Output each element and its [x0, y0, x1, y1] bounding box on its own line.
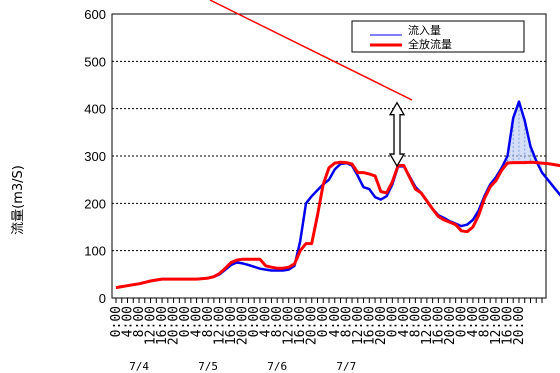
x-tick-label: 8:00: [339, 306, 354, 337]
x-tick-label: 20:00: [443, 306, 458, 345]
legend-label-inflow: 流入量: [408, 23, 441, 37]
annotations: [209, 0, 413, 168]
date-label-7/5: 7/5: [198, 360, 218, 373]
x-tick-label: 0:00: [178, 306, 193, 337]
x-tick-label: 8:00: [201, 306, 216, 337]
x-tick-label: 12:00: [144, 306, 159, 345]
x-tick-label: 20:00: [374, 306, 389, 345]
x-tick-label: 16:00: [155, 306, 170, 345]
x-tick-label: 16:00: [500, 306, 515, 345]
y-tick-label-600: 600: [84, 7, 106, 22]
y-axis-ticks: 0 100 200 300 400 500 600: [84, 7, 106, 306]
x-tick-label: 12:00: [420, 306, 435, 345]
x-tick-label: 4:00: [259, 306, 274, 337]
x-tick-label: 16:00: [293, 306, 308, 345]
x-tick-label: 16:00: [224, 306, 239, 345]
legend: 流入量 全放流量: [351, 20, 525, 53]
pointer-line: [209, 0, 413, 101]
x-tick-label: 4:00: [121, 306, 136, 337]
y-tick-label-200: 200: [84, 196, 106, 211]
grid-lines: [112, 60, 546, 252]
x-tick-label: 20:00: [236, 306, 251, 345]
date-labels: 7/4 7/5 7/6 7/7: [129, 360, 356, 373]
x-tick-label: 12:00: [351, 306, 366, 345]
legend-label-discharge: 全放流量: [408, 37, 452, 51]
x-tick-label: 0:00: [385, 306, 400, 337]
x-tick-label: 20:00: [512, 306, 527, 345]
legend-box: [351, 20, 525, 53]
x-tick-label: 12:00: [282, 306, 297, 345]
x-tick-label: 20:00: [305, 306, 320, 345]
y-tick-label-300: 300: [84, 149, 106, 164]
y-axis-title: 流量(m3/S): [11, 165, 26, 235]
series-lines: [115, 100, 560, 290]
y-tick-label-100: 100: [84, 244, 106, 259]
x-axis-ticks: 0:004:008:0012:0016:0020:000:004:008:001…: [109, 298, 543, 345]
x-tick-label: 20:00: [167, 306, 182, 345]
difference-arrow: [388, 101, 406, 168]
x-tick-label: 8:00: [477, 306, 492, 337]
x-tick-label: 0:00: [316, 306, 331, 337]
series-line-discharge: [115, 160, 560, 290]
x-tick-label: 4:00: [466, 306, 481, 337]
x-tick-label: 0:00: [247, 306, 262, 337]
x-tick-label: 4:00: [328, 306, 343, 337]
x-tick-label: 8:00: [132, 306, 147, 337]
date-label-7/6: 7/6: [267, 360, 287, 373]
y-tick-label-500: 500: [84, 54, 106, 69]
x-tick-label: 8:00: [408, 306, 423, 337]
x-tick-label: 12:00: [213, 306, 228, 345]
date-label-7/7: 7/7: [336, 360, 356, 373]
y-tick-label-400: 400: [84, 102, 106, 117]
x-tick-label: 4:00: [397, 306, 412, 337]
x-tick-label: 0:00: [109, 306, 124, 337]
y-tick-label-0: 0: [99, 291, 106, 306]
x-tick-label: 8:00: [270, 306, 285, 337]
x-tick-label: 16:00: [362, 306, 377, 345]
date-label-7/4: 7/4: [129, 360, 149, 373]
x-tick-label: 4:00: [190, 306, 205, 337]
x-tick-label: 12:00: [489, 306, 504, 345]
x-tick-label: 0:00: [454, 306, 469, 337]
series-line-inflow: [115, 100, 560, 289]
x-tick-label: 16:00: [431, 306, 446, 345]
